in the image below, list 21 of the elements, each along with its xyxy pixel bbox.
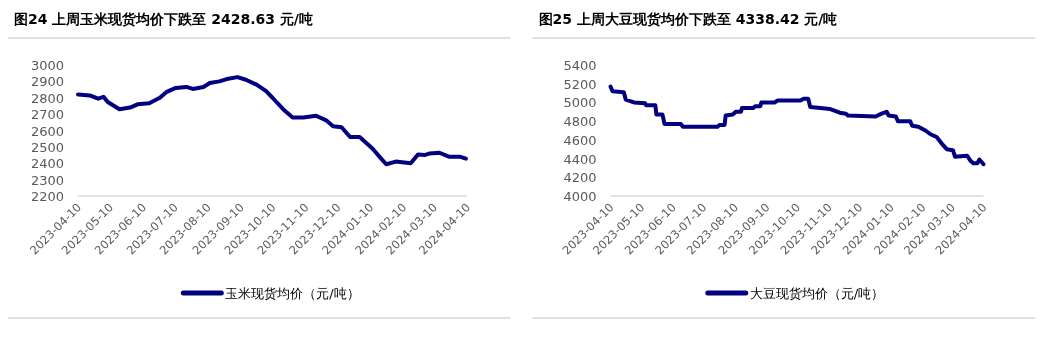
y-tick-label: 4400 [563, 151, 597, 167]
y-tick-label: 2300 [30, 172, 64, 188]
y-tick-label: 4800 [563, 114, 597, 130]
y-tick-label: 5000 [563, 95, 597, 111]
legend-label: 大豆现货均价（元/吨） [749, 286, 885, 301]
y-tick-label: 2600 [30, 123, 64, 139]
y-tick-label: 2800 [30, 90, 64, 106]
y-tick-label: 2900 [30, 74, 64, 90]
y-tick-label: 3000 [30, 58, 64, 73]
y-tick-label: 2700 [30, 107, 64, 123]
y-tick-label: 4200 [563, 170, 597, 186]
y-tick-label: 2400 [30, 156, 64, 172]
y-tick-label: 5400 [563, 58, 597, 73]
y-tick-label: 2500 [30, 139, 64, 155]
legend-label: 玉米现货均价（元/吨） [225, 286, 360, 301]
chart-title: 图25 上周大豆现货均价下跌至 4338.42 元/吨 [538, 11, 838, 27]
y-tick-label: 4000 [563, 189, 597, 204]
chart-title: 图24 上周玉米现货均价下跌至 2428.63 元/吨 [14, 11, 313, 27]
y-tick-label: 5200 [563, 76, 597, 92]
y-tick-label: 2200 [30, 189, 64, 204]
y-tick-label: 4600 [563, 132, 597, 148]
